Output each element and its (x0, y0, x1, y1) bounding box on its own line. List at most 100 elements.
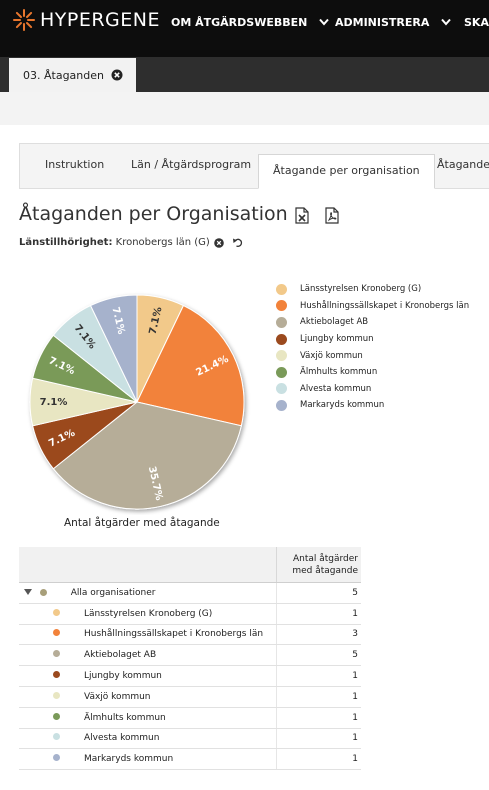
document-tab-label: 03. Åtaganden (23, 68, 104, 82)
nav-administrera[interactable]: ADMINISTRERA (335, 16, 451, 29)
tab-atagande-per-organisation[interactable]: Åtagande per organisation (258, 154, 435, 189)
legend-item[interactable]: Växjö kommun (276, 347, 469, 364)
excel-export-icon[interactable] (294, 207, 310, 224)
nav-om-atgardswebben[interactable]: OM ÅTGÄRDSWEBBEN (171, 16, 329, 29)
row-label: Alvesta kommun (84, 733, 160, 744)
legend-swatch (276, 316, 287, 328)
table-cell-label: Hushållningssällskapet i Kronobergs län (19, 624, 277, 646)
toolbar-strip (0, 92, 489, 125)
row-dot (53, 608, 60, 616)
table-cell-label: Älmhults kommun (19, 707, 277, 729)
pie-data-label: 7.1% (40, 397, 68, 408)
table-header-value: Antal åtgärder med åtagande (276, 547, 361, 583)
chart-caption: Antal åtgärder med åtagande (64, 517, 220, 529)
legend-swatch (276, 366, 287, 378)
table-row[interactable]: Aktiebolaget AB 5 (19, 644, 361, 667)
document-tab-bar: 03. Åtaganden (0, 57, 489, 92)
table-header-row: Antal åtgärder med åtagande (19, 547, 361, 583)
legend-item[interactable]: Ljungby kommun (276, 331, 469, 348)
legend-swatch (276, 399, 287, 411)
table-cell-value: 1 (276, 603, 361, 625)
table-row[interactable]: Hushållningssällskapet i Kronobergs län 3 (19, 624, 361, 646)
table-row[interactable]: Ljungby kommun 1 (19, 665, 361, 687)
pie-slice[interactable] (89, 294, 138, 403)
legend-item[interactable]: Alvesta kommun (276, 381, 469, 398)
nav-label: ADMINISTRERA (335, 16, 430, 29)
undo-icon[interactable] (232, 237, 243, 248)
table-cell-label: Alla organisationer (19, 582, 277, 604)
view-tabs: Instruktion Län / Åtgärdsprogram Åtagand… (19, 143, 489, 189)
pdf-export-icon[interactable] (324, 207, 340, 224)
legend-item[interactable]: Markaryds kommun (276, 397, 469, 414)
legend-swatch (276, 350, 287, 362)
table-cell-label: Markaryds kommun (19, 748, 277, 771)
pie-slice[interactable] (136, 304, 245, 427)
tab-atagande-p[interactable]: Åtagande p (437, 158, 489, 171)
legend-swatch (276, 300, 287, 312)
page-title: Åtaganden per Organisation (19, 203, 288, 225)
table-cell-value: 5 (276, 644, 361, 667)
close-icon[interactable] (111, 69, 123, 81)
legend-label: Älmhults kommun (300, 367, 378, 378)
table-cell-value: 3 (276, 624, 361, 646)
row-label: Markaryds kommun (84, 754, 174, 765)
legend-label: Länsstyrelsen Kronoberg (G) (300, 284, 422, 295)
row-label: Ljungby kommun (84, 671, 162, 682)
document-tab[interactable]: 03. Åtaganden (9, 58, 136, 92)
legend-item[interactable]: Hushållningssällskapet i Kronobergs län (276, 298, 469, 315)
table-cell-value: 1 (276, 707, 361, 729)
legend-label: Aktiebolaget AB (300, 317, 369, 328)
clear-filter-icon[interactable] (214, 238, 224, 248)
table-cell-value: 1 (276, 665, 361, 687)
legend-item[interactable]: Älmhults kommun (276, 364, 469, 381)
row-dot (53, 671, 60, 679)
row-label: Länsstyrelsen Kronoberg (G) (84, 608, 213, 619)
filter-bar: Länstillhörighet: Kronobergs län (G) (19, 237, 210, 248)
nav-label: SKAP (464, 16, 489, 29)
legend-label: Växjö kommun (300, 350, 363, 361)
nav-skapa[interactable]: SKAP (464, 16, 489, 29)
table-row[interactable]: Alvesta kommun 1 (19, 728, 361, 750)
chart-legend: Länsstyrelsen Kronoberg (G) Hushållnings… (276, 281, 469, 414)
filter-value: Kronobergs län (G) (115, 237, 210, 248)
top-navigation-bar: HYPERGENE OM ÅTGÄRDSWEBBEN ADMINISTRERA … (0, 0, 489, 57)
collapse-triangle-icon[interactable] (24, 589, 32, 596)
table-cell-label: Aktiebolaget AB (19, 644, 277, 667)
table-row[interactable]: Växjö kommun 1 (19, 686, 361, 708)
legend-label: Hushållningssällskapet i Kronobergs län (300, 300, 470, 311)
chevron-down-icon (441, 18, 451, 26)
row-dot (53, 754, 60, 762)
legend-item[interactable]: Länsstyrelsen Kronoberg (G) (276, 281, 469, 298)
legend-item[interactable]: Aktiebolaget AB (276, 314, 469, 331)
row-dot (53, 629, 60, 637)
pie-chart: 7.1% 21.4% 35.7% 7.1% 7.1% 7.1% 7.1% 7.1% (0, 285, 260, 515)
table-row[interactable]: Markaryds kommun 1 (19, 748, 361, 771)
sunburst-logo-icon (13, 9, 35, 31)
tab-lan-atgardsprogram[interactable]: Län / Åtgärdsprogram (131, 158, 252, 171)
pie-chart-svg: 7.1%21.4%35.7%7.1%7.1%7.1%7.1%7.1% (29, 294, 245, 510)
app-logo[interactable]: HYPERGENE (12, 8, 160, 32)
row-dot (53, 733, 60, 741)
row-dot (39, 588, 47, 596)
table-cell-value: 1 (276, 748, 361, 771)
table-cell-label: Ljungby kommun (19, 665, 277, 687)
table-row[interactable]: Länsstyrelsen Kronoberg (G) 1 (19, 603, 361, 625)
legend-swatch (276, 333, 287, 345)
tab-instruktion[interactable]: Instruktion (45, 158, 105, 171)
table-header-empty (19, 547, 277, 583)
nav-label: OM ÅTGÄRDSWEBBEN (171, 16, 308, 29)
legend-swatch (276, 283, 287, 295)
pie-slice[interactable] (52, 401, 242, 510)
legend-label: Ljungby kommun (300, 334, 374, 345)
table-row[interactable]: Älmhults kommun 1 (19, 707, 361, 729)
logo-text: HYPERGENE (40, 9, 161, 31)
filter-label: Länstillhörighet: (19, 237, 113, 248)
row-label: Hushållningssällskapet i Kronobergs län (84, 629, 264, 640)
table-cell-label: Växjö kommun (19, 686, 277, 708)
row-dot (53, 650, 60, 658)
legend-label: Alvesta kommun (300, 383, 372, 394)
table-cell-label: Länsstyrelsen Kronoberg (G) (19, 603, 277, 625)
row-label: Växjö kommun (84, 691, 151, 702)
table-row-total[interactable]: Alla organisationer 5 (19, 582, 361, 604)
table-cell-value: 5 (276, 582, 361, 604)
